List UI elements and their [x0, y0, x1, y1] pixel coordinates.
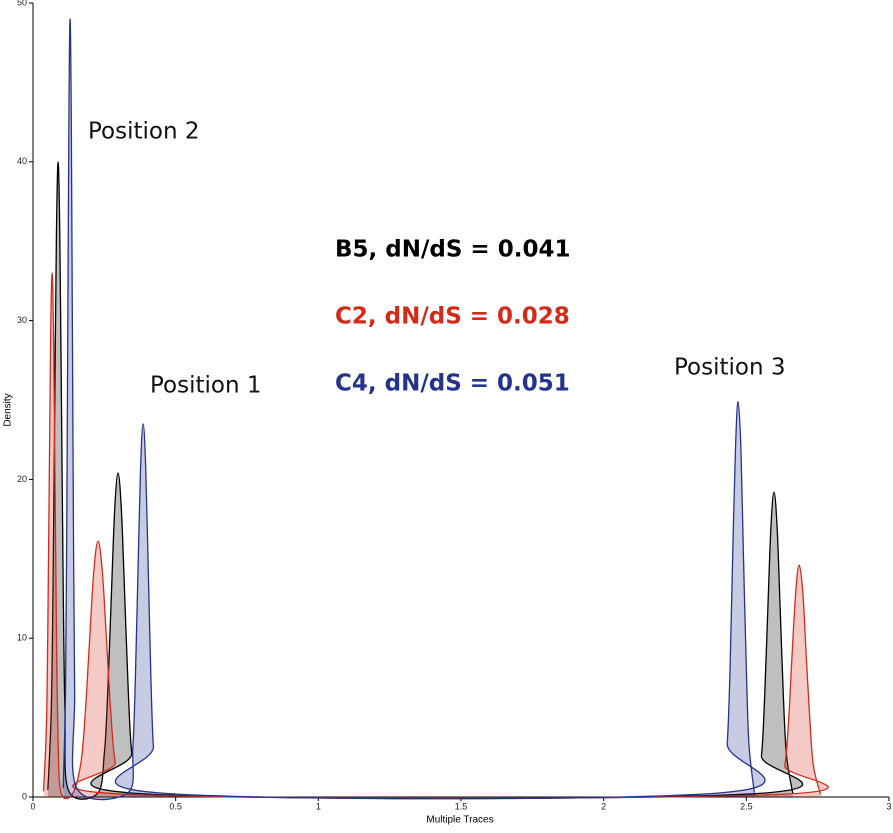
legend-label: C2, dN/dS = 0.028 [335, 304, 570, 330]
y-tick-label: 10 [17, 633, 27, 643]
x-tick-label: 1.5 [455, 801, 468, 811]
y-tick-label: 20 [17, 474, 27, 484]
density-line [42, 272, 829, 800]
x-tick-label: 0 [30, 801, 35, 811]
legend-label: C4, dN/dS = 0.051 [335, 371, 570, 397]
annotation: Position 3 [674, 355, 786, 381]
legend-label: B5, dN/dS = 0.041 [335, 237, 570, 263]
annotation: Position 1 [150, 373, 262, 399]
y-tick-label: 50 [17, 0, 27, 7]
y-tick-label: 40 [17, 156, 27, 166]
y-axis-label: Density [3, 393, 14, 426]
y-tick-label: 30 [17, 315, 27, 325]
x-tick-label: 1 [316, 801, 321, 811]
y-tick-label: 0 [22, 791, 27, 801]
x-tick-label: 2.5 [740, 801, 753, 811]
density-line [47, 161, 804, 800]
density-area [43, 272, 829, 799]
x-axis-label: Multiple Traces [426, 815, 493, 826]
x-tick-label: 0.5 [169, 801, 182, 811]
x-tick-label: 3 [886, 801, 891, 811]
x-tick-label: 2 [601, 801, 606, 811]
annotation: Position 2 [88, 119, 200, 145]
density-line [62, 18, 766, 801]
density-area [47, 161, 803, 800]
